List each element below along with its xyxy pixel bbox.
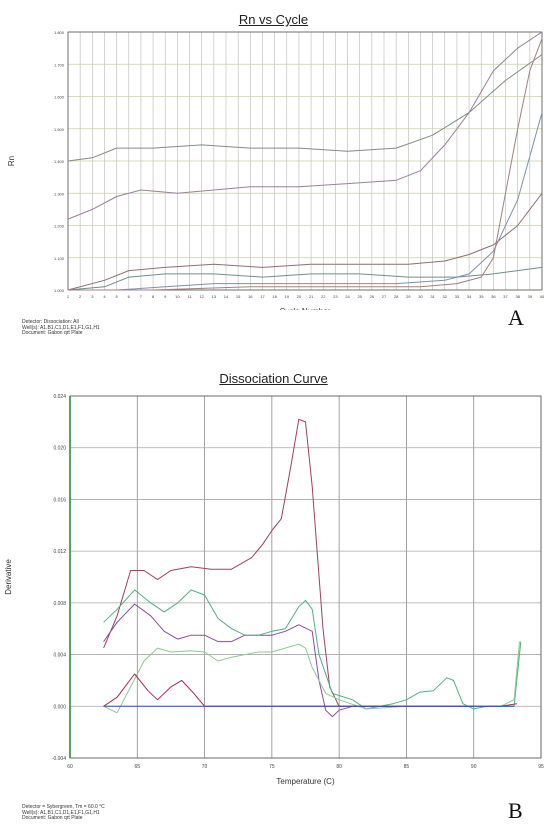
chart-b-footnote: Detector = Sybergreen, Tm = 60.0 °C Well… — [22, 804, 105, 822]
x-tick-label: 8 — [152, 294, 155, 299]
chart-a-title: Rn vs Cycle — [238, 12, 309, 27]
y-tick-label: 1.500 — [54, 127, 65, 132]
y-tick-label: 0.024 — [53, 394, 66, 400]
footnote-line: Document: Gabon qrt Plate — [22, 330, 83, 336]
x-tick-label: 21 — [309, 294, 314, 299]
series-line — [103, 589, 522, 710]
x-tick-label: 30 — [418, 294, 423, 299]
x-tick-label: 32 — [443, 294, 448, 299]
plot-frame — [69, 395, 542, 759]
x-tick-label: 31 — [430, 294, 435, 299]
x-tick-label: 35 — [479, 294, 484, 299]
y-tick-label: 1.200 — [54, 224, 65, 229]
x-tick-label: 25 — [357, 294, 362, 299]
y-axis-label: Derivative — [4, 559, 13, 595]
x-tick-label: 39 — [528, 294, 533, 299]
x-axis-label: Temperature (C) — [276, 777, 335, 786]
y-axis-label: Rn — [7, 156, 16, 166]
x-tick-label: 60 — [67, 764, 73, 770]
y-tick-label: 0.016 — [53, 497, 66, 503]
series-line — [103, 673, 517, 707]
y-tick-label: 1.600 — [54, 95, 65, 100]
y-tick-label: 0.004 — [53, 653, 66, 659]
footnote-line: Document: Gabon qrt Plate — [22, 815, 83, 821]
y-tick-label: 0.008 — [53, 601, 66, 607]
x-tick-label: 80 — [336, 764, 342, 770]
x-tick-label: 22 — [321, 294, 326, 299]
y-tick-label: 0.020 — [53, 446, 66, 452]
x-tick-label: 19 — [285, 294, 290, 299]
y-tick-label: 1.100 — [54, 256, 65, 261]
x-tick-label: 6 — [128, 294, 131, 299]
chart-b-title: Dissociation Curve — [219, 371, 328, 386]
series-line — [67, 192, 543, 291]
x-tick-label: 1 — [67, 294, 70, 299]
series-line — [67, 266, 543, 291]
x-tick-label: 26 — [370, 294, 375, 299]
footnote-line: Well(s): A1,B1,C1,D1,E1,F1,G1,H1 — [22, 809, 100, 816]
y-tick-label: 1.800 — [54, 30, 65, 35]
footnote-line: Detector: Dissociation: All — [22, 319, 79, 325]
x-tick-label: 27 — [382, 294, 387, 299]
series-line — [67, 31, 543, 220]
series-line — [103, 641, 520, 714]
x-tick-label: 16 — [248, 294, 253, 299]
x-tick-label: 11 — [187, 294, 192, 299]
chart-b: 60 65 70 75 80 85 90 95 -0.004 0.000 0.004 0.008 0.0… — [4, 394, 544, 786]
y-tick-label: 1.300 — [54, 191, 65, 196]
footnote-line: Detector = Sybergreen, Tm = 60.0 °C — [22, 804, 105, 810]
series-line — [67, 54, 543, 162]
x-tick-label: 15 — [236, 294, 241, 299]
panel-label: A — [508, 305, 524, 330]
x-tick-label: 37 — [503, 294, 508, 299]
x-tick-label: 2 — [79, 294, 82, 299]
series-line — [68, 112, 543, 291]
x-tick-label: 70 — [202, 764, 208, 770]
x-tick-label: 23 — [333, 294, 338, 299]
x-axis-label: Cycle Number — [280, 307, 331, 310]
x-tick-label: 36 — [491, 294, 496, 299]
panel-a: Rn vs Cycle 1 2 3 4 5 6 7 8 9 10 11 12 13 14 15 16 17 18 1… — [0, 0, 547, 345]
series-line — [103, 418, 474, 707]
panel-label: B — [508, 798, 523, 823]
x-tick-label: 9 — [164, 294, 167, 299]
x-tick-label: 75 — [269, 764, 275, 770]
x-tick-label: 12 — [199, 294, 204, 299]
x-tick-label: 90 — [471, 764, 477, 770]
x-tick-label: 18 — [272, 294, 277, 299]
chart-a-footnote: Detector: Dissociation: All Well(s): A1,… — [22, 319, 100, 337]
y-tick-label: 1.000 — [54, 288, 65, 293]
x-tick-label: 17 — [260, 294, 265, 299]
x-tick-label: 85 — [404, 764, 410, 770]
x-tick-label: 4 — [103, 294, 106, 299]
x-tick-label: 7 — [140, 294, 143, 299]
x-tick-label: 95 — [538, 764, 544, 770]
panel-b: Dissociation Curve 60 65 70 75 80 85 90 95 -0.00… — [0, 368, 547, 827]
y-tick-label: 0.012 — [53, 549, 66, 555]
x-tick-label: 38 — [515, 294, 520, 299]
series-line — [68, 38, 543, 291]
x-tick-label: 14 — [224, 294, 229, 299]
x-tick-label: 24 — [345, 294, 350, 299]
x-tick-label: 20 — [297, 294, 302, 299]
x-tick-label: 10 — [175, 294, 180, 299]
series-line — [103, 603, 474, 718]
x-tick-label: 40 — [540, 294, 545, 299]
chart-a: 1 2 3 4 5 6 7 8 9 10 11 12 13 14 15 16 17 18 19 20 21 22 23 24 2… — [7, 30, 545, 310]
y-tick-label: 0.000 — [53, 704, 66, 710]
y-tick-label: -0.004 — [52, 756, 66, 762]
x-tick-label: 33 — [455, 294, 460, 299]
x-tick-label: 28 — [394, 294, 399, 299]
x-tick-label: 5 — [115, 294, 118, 299]
x-tick-label: 34 — [467, 294, 472, 299]
footnote-line: Well(s): A1,B1,C1,D1,E1,F1,G1,H1 — [22, 324, 100, 331]
x-tick-label: 65 — [135, 764, 141, 770]
x-tick-label: 29 — [406, 294, 411, 299]
y-tick-label: 1.700 — [54, 62, 65, 67]
x-tick-label: 3 — [91, 294, 94, 299]
x-tick-label: 13 — [212, 294, 217, 299]
y-tick-label: 1.400 — [54, 159, 65, 164]
